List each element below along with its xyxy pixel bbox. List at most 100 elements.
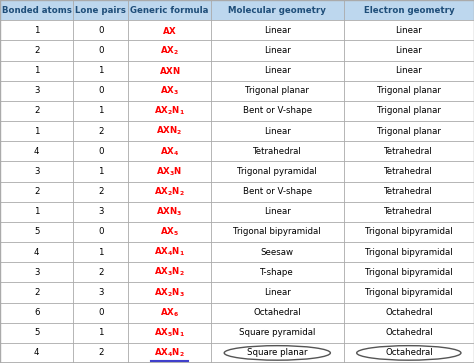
Text: 1: 1 bbox=[34, 207, 39, 216]
Text: Linear: Linear bbox=[264, 26, 291, 35]
FancyBboxPatch shape bbox=[0, 101, 474, 121]
Text: Linear: Linear bbox=[395, 46, 422, 55]
Text: Trigonal bipyramidal: Trigonal bipyramidal bbox=[365, 227, 453, 236]
Text: 1: 1 bbox=[98, 106, 103, 115]
Text: $\mathbf{AX_5N_1}$: $\mathbf{AX_5N_1}$ bbox=[154, 326, 185, 339]
FancyBboxPatch shape bbox=[0, 302, 474, 323]
Text: 6: 6 bbox=[34, 308, 39, 317]
FancyBboxPatch shape bbox=[0, 282, 474, 302]
Text: 2: 2 bbox=[34, 106, 39, 115]
Text: 4: 4 bbox=[34, 248, 39, 257]
Text: Trigonal pyramidal: Trigonal pyramidal bbox=[237, 167, 317, 176]
Text: $\mathbf{AXN_3}$: $\mathbf{AXN_3}$ bbox=[156, 205, 182, 218]
Text: 4: 4 bbox=[34, 348, 39, 358]
FancyBboxPatch shape bbox=[0, 202, 474, 222]
Text: Linear: Linear bbox=[264, 46, 291, 55]
Text: 1: 1 bbox=[98, 248, 103, 257]
FancyBboxPatch shape bbox=[0, 222, 474, 242]
Text: 5: 5 bbox=[34, 227, 39, 236]
Text: Trigonal planar: Trigonal planar bbox=[377, 86, 441, 95]
Text: Trigonal bipyramidal: Trigonal bipyramidal bbox=[365, 288, 453, 297]
Text: 1: 1 bbox=[98, 328, 103, 337]
Text: Octahedral: Octahedral bbox=[385, 328, 433, 337]
Text: 3: 3 bbox=[34, 167, 39, 176]
Text: 2: 2 bbox=[98, 348, 103, 358]
Text: Tetrahedral: Tetrahedral bbox=[253, 147, 301, 156]
Text: 0: 0 bbox=[98, 46, 103, 55]
Text: Linear: Linear bbox=[395, 26, 422, 35]
FancyBboxPatch shape bbox=[0, 161, 474, 182]
FancyBboxPatch shape bbox=[0, 323, 474, 343]
Text: Tetrahedral: Tetrahedral bbox=[384, 167, 433, 176]
Text: Molecular geometry: Molecular geometry bbox=[228, 5, 326, 15]
Text: $\mathbf{AX_5}$: $\mathbf{AX_5}$ bbox=[160, 226, 179, 238]
Text: Trigonal planar: Trigonal planar bbox=[377, 127, 441, 136]
FancyBboxPatch shape bbox=[0, 141, 474, 161]
Text: 0: 0 bbox=[98, 147, 103, 156]
FancyBboxPatch shape bbox=[0, 40, 474, 61]
Text: Octahedral: Octahedral bbox=[385, 348, 433, 358]
Text: Trigonal bipyramidal: Trigonal bipyramidal bbox=[365, 248, 453, 257]
Text: $\mathbf{AX_4}$: $\mathbf{AX_4}$ bbox=[160, 145, 179, 158]
Text: 3: 3 bbox=[34, 268, 39, 277]
FancyBboxPatch shape bbox=[0, 81, 474, 101]
FancyBboxPatch shape bbox=[0, 242, 474, 262]
Text: $\mathbf{AX_2N_3}$: $\mathbf{AX_2N_3}$ bbox=[154, 286, 185, 299]
Text: Octahedral: Octahedral bbox=[385, 308, 433, 317]
Text: $\mathbf{AX_4N_2}$: $\mathbf{AX_4N_2}$ bbox=[154, 347, 185, 359]
Text: Trigonal bipyramidal: Trigonal bipyramidal bbox=[234, 227, 321, 236]
Text: 1: 1 bbox=[98, 66, 103, 75]
Text: 2: 2 bbox=[34, 187, 39, 196]
Text: $\mathbf{AXN}$: $\mathbf{AXN}$ bbox=[159, 65, 180, 76]
Text: Bonded atoms: Bonded atoms bbox=[2, 5, 72, 15]
Text: $\mathbf{AX_4N_1}$: $\mathbf{AX_4N_1}$ bbox=[154, 246, 185, 258]
Text: Octahedral: Octahedral bbox=[254, 308, 301, 317]
Text: 3: 3 bbox=[98, 288, 103, 297]
Text: Electron geometry: Electron geometry bbox=[364, 5, 454, 15]
Text: 1: 1 bbox=[34, 127, 39, 136]
FancyBboxPatch shape bbox=[0, 262, 474, 282]
Text: 2: 2 bbox=[98, 268, 103, 277]
Text: Lone pairs: Lone pairs bbox=[75, 5, 126, 15]
FancyBboxPatch shape bbox=[0, 0, 474, 20]
Text: Seesaw: Seesaw bbox=[261, 248, 294, 257]
FancyBboxPatch shape bbox=[0, 182, 474, 202]
Text: 0: 0 bbox=[98, 227, 103, 236]
Text: 2: 2 bbox=[34, 288, 39, 297]
Text: Square pyramidal: Square pyramidal bbox=[239, 328, 316, 337]
Text: $\mathbf{AX_3N}$: $\mathbf{AX_3N}$ bbox=[156, 165, 182, 178]
FancyBboxPatch shape bbox=[0, 20, 474, 40]
Text: 1: 1 bbox=[98, 167, 103, 176]
Text: $\mathbf{AX_2N_2}$: $\mathbf{AX_2N_2}$ bbox=[154, 185, 185, 198]
Text: $\mathbf{AXN_2}$: $\mathbf{AXN_2}$ bbox=[156, 125, 182, 137]
Text: Linear: Linear bbox=[264, 127, 291, 136]
Text: $\mathbf{AX}$: $\mathbf{AX}$ bbox=[162, 25, 177, 36]
Text: $\mathbf{AX_3}$: $\mathbf{AX_3}$ bbox=[160, 85, 179, 97]
Text: Tetrahedral: Tetrahedral bbox=[384, 147, 433, 156]
Text: 5: 5 bbox=[34, 328, 39, 337]
Text: Trigonal planar: Trigonal planar bbox=[246, 86, 309, 95]
Text: $\mathbf{AX_2}$: $\mathbf{AX_2}$ bbox=[160, 44, 179, 57]
FancyBboxPatch shape bbox=[0, 61, 474, 81]
Text: 1: 1 bbox=[34, 66, 39, 75]
Text: Linear: Linear bbox=[264, 288, 291, 297]
Text: 3: 3 bbox=[98, 207, 103, 216]
Text: Linear: Linear bbox=[264, 66, 291, 75]
Text: Linear: Linear bbox=[395, 66, 422, 75]
Text: 2: 2 bbox=[98, 187, 103, 196]
Text: 3: 3 bbox=[34, 86, 39, 95]
Text: $\mathbf{AX_6}$: $\mathbf{AX_6}$ bbox=[160, 306, 179, 319]
Text: Generic formula: Generic formula bbox=[130, 5, 209, 15]
Text: 0: 0 bbox=[98, 86, 103, 95]
Text: Linear: Linear bbox=[264, 207, 291, 216]
Text: Tetrahedral: Tetrahedral bbox=[384, 207, 433, 216]
Text: 2: 2 bbox=[34, 46, 39, 55]
Text: 0: 0 bbox=[98, 26, 103, 35]
Text: Bent or V-shape: Bent or V-shape bbox=[243, 187, 312, 196]
Text: 4: 4 bbox=[34, 147, 39, 156]
Text: 2: 2 bbox=[98, 127, 103, 136]
Text: Bent or V-shape: Bent or V-shape bbox=[243, 106, 312, 115]
Text: 0: 0 bbox=[98, 308, 103, 317]
Text: Trigonal planar: Trigonal planar bbox=[377, 106, 441, 115]
Text: $\mathbf{AX_3N_2}$: $\mathbf{AX_3N_2}$ bbox=[154, 266, 185, 278]
